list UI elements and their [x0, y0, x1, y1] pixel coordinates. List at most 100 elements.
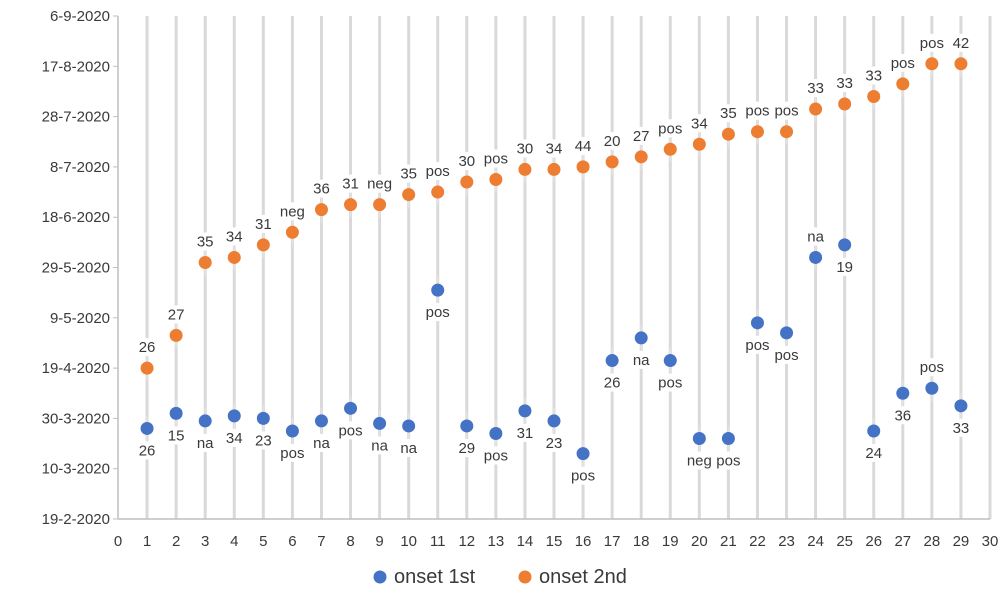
data-label-bg: [479, 446, 513, 465]
x-tick-label: 5: [259, 533, 267, 550]
onset-1st-point: [431, 283, 445, 297]
onset-1st-point: [227, 409, 241, 423]
onset-1st-point: [402, 419, 416, 433]
data-label-bg: [948, 418, 973, 437]
data-label-bg: [309, 433, 334, 452]
onset-1st-point: [344, 401, 358, 415]
axes: 19-2-2020 10-3-2020 30-3-2020 19-4-2020 9-5-…: [42, 8, 999, 550]
onset-2nd-point: [431, 185, 445, 199]
x-tick-label: 9: [375, 533, 383, 550]
x-tick-label: 6: [288, 533, 296, 550]
data-label-bg: [222, 227, 247, 246]
onset-1st-label: 23: [255, 432, 272, 449]
onset-1st-label: pos: [920, 359, 944, 376]
data-label-bg: [861, 66, 886, 85]
onset-1st-point: [460, 419, 474, 433]
onset-2nd-point: [314, 203, 328, 217]
y-tick-label: 17-8-2020: [42, 58, 110, 75]
data-label-bg: [251, 431, 276, 450]
data-label-bg: [542, 433, 566, 452]
onset-1st-point: [838, 238, 852, 252]
data-label-bg: [803, 227, 828, 246]
onset-1st-point: [780, 326, 794, 340]
onset-2nd-label: 20: [604, 133, 621, 150]
x-tick-label: 3: [201, 533, 209, 550]
onset-2nd-point: [402, 188, 416, 202]
data-label-bg: [309, 179, 334, 198]
x-tick-label: 14: [517, 533, 534, 550]
x-tick-label: 1: [143, 533, 151, 550]
onset-2nd-label: 33: [865, 67, 882, 84]
onset-2nd-label: 30: [458, 153, 475, 170]
data-points: [140, 50, 968, 467]
onset-1st-point: [721, 432, 735, 446]
onset-1st-label: 26: [604, 375, 621, 392]
onset-2nd-label: 33: [807, 80, 824, 97]
onset-1st-point: [867, 424, 881, 438]
y-tick-label: 28-7-2020: [42, 109, 110, 126]
x-tick-label: 23: [778, 533, 795, 550]
data-label-bg: [421, 162, 455, 181]
onset-2nd-label: pos: [920, 35, 944, 52]
onset-2nd-point: [721, 127, 735, 141]
y-tick-label: 18-6-2020: [42, 209, 110, 226]
onset-2nd-label: pos: [745, 103, 769, 120]
x-tick-label: 0: [114, 533, 122, 550]
onset-1st-point: [750, 316, 764, 330]
onset-2nd-label: 42: [953, 35, 970, 52]
onset-2nd-point: [634, 150, 648, 164]
y-tick-label: 19-4-2020: [42, 360, 110, 377]
y-tick-label: 9-5-2020: [50, 310, 110, 327]
onset-1st-point: [547, 414, 561, 428]
x-tick-label: 16: [575, 533, 592, 550]
x-tick-label: 7: [317, 533, 325, 550]
data-label-bg: [770, 101, 804, 120]
x-tick-label: 19: [662, 533, 679, 550]
x-tick-label: 30: [982, 533, 999, 550]
onset-2nd-label: pos: [426, 163, 450, 180]
data-label-bg: [803, 79, 828, 98]
data-label-bg: [832, 257, 857, 276]
data-label-bg: [566, 466, 600, 485]
legend-marker-onset-1st: [373, 570, 387, 584]
onset-2nd-point: [460, 175, 474, 189]
onset-1st-point: [634, 331, 648, 345]
x-tick-label: 8: [346, 533, 354, 550]
onset-1st-label: 23: [546, 435, 563, 452]
y-tick-label: 10-3-2020: [42, 461, 110, 478]
x-tick-label: 20: [691, 533, 708, 550]
data-label-bg: [915, 33, 949, 52]
onset-1st-point: [256, 411, 270, 425]
data-label-bg: [396, 438, 421, 457]
onset-2nd-label: neg: [367, 176, 392, 193]
onset-1st-point: [169, 406, 183, 420]
onset-1st-point: [518, 404, 532, 418]
onset-2nd-label: 27: [633, 128, 650, 145]
onset-2nd-label: 34: [226, 228, 243, 245]
onset-2nd-point: [780, 125, 794, 139]
onset-1st-label: 24: [865, 445, 882, 462]
x-tick-label: 27: [894, 533, 911, 550]
onset-2nd-point: [896, 77, 910, 91]
data-label-bg: [338, 174, 363, 193]
onset-2nd-label: 44: [575, 138, 592, 155]
onset-1st-point: [809, 250, 823, 264]
onset-1st-point: [576, 447, 590, 461]
onset-2nd-point: [838, 97, 852, 111]
legend-label-onset-2nd: onset 2nd: [539, 566, 627, 588]
onset-1st-label: 29: [458, 440, 475, 457]
onset-2nd-label: 31: [255, 216, 272, 233]
y-tick-label: 29-5-2020: [42, 260, 110, 277]
onset-2nd-point: [169, 328, 183, 342]
onset-1st-label: na: [313, 435, 330, 452]
y-tick-label: 6-9-2020: [50, 8, 110, 25]
x-tick-label: 21: [720, 533, 737, 550]
data-label-bg: [740, 335, 774, 354]
onset-1st-label: pos: [774, 347, 798, 364]
onset-1st-label: 36: [894, 407, 911, 424]
data-label-bg: [275, 443, 309, 462]
x-tick-label: 26: [865, 533, 882, 550]
data-label-bg: [740, 101, 774, 120]
data-label-bg: [890, 406, 915, 425]
data-label-bg: [629, 350, 654, 369]
